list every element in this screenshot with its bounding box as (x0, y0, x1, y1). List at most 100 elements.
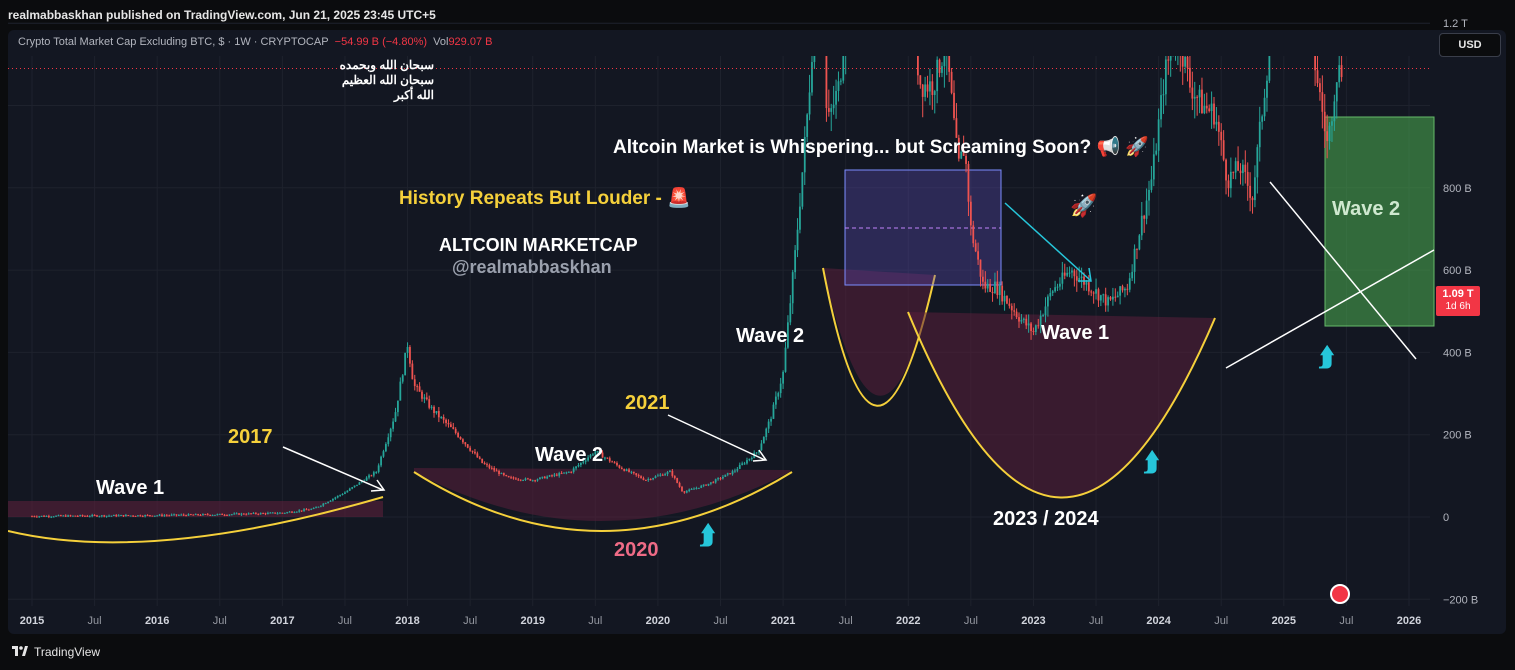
candle-body (59, 515, 62, 517)
candle-body (476, 453, 479, 458)
candle-body (93, 515, 96, 517)
x-tick-label: Jul (1214, 615, 1228, 627)
up-arrow-icon-2025: ⮭ (1319, 342, 1335, 372)
candle-body (1222, 140, 1225, 160)
candle-body (322, 503, 325, 506)
candle-body (931, 81, 934, 95)
current-price-tag: 1.09 T 1d 6h (1436, 286, 1480, 316)
candle-body (267, 512, 269, 514)
candle-body (717, 478, 719, 480)
candle-body (996, 281, 999, 296)
candle-body (96, 515, 98, 517)
candle-body (794, 250, 797, 273)
candle-body (327, 501, 330, 504)
candle-body (594, 451, 597, 455)
symbol-name[interactable]: Crypto Total Market Cap Excluding BTC, $… (18, 36, 329, 48)
candle-body (192, 514, 195, 516)
volume-value: 929.07 B (448, 36, 493, 48)
candle-body (977, 251, 979, 260)
candle-body (946, 40, 948, 55)
candle-body (74, 515, 77, 517)
candle-body (611, 461, 614, 463)
x-tick-label: 2023 (1021, 615, 1045, 627)
candle-body (1266, 80, 1268, 98)
candle-body (683, 491, 686, 493)
candle-body (1340, 65, 1343, 78)
candle-body (529, 478, 532, 481)
candle-body (827, 108, 830, 112)
x-tick-label: 2017 (270, 615, 294, 627)
candle-body (991, 291, 994, 294)
x-tick-label: Jul (964, 615, 978, 627)
candle-body (421, 391, 423, 399)
candle-body (921, 84, 924, 97)
candle-body (161, 514, 163, 516)
candle-body (1071, 270, 1073, 273)
candle-body (915, 38, 917, 41)
tradingview-logo[interactable]: TradingView (12, 645, 100, 659)
candle-body (1010, 305, 1013, 311)
candle-body (702, 484, 705, 486)
candle-body (1184, 56, 1187, 67)
candle-body (1189, 67, 1191, 88)
candle-body (319, 505, 322, 507)
currency-button[interactable]: USD (1439, 33, 1501, 57)
candle-body (1241, 164, 1244, 174)
candle-body (440, 417, 443, 419)
candle-body (377, 465, 380, 472)
candle-body (910, 10, 912, 17)
candle-body (1075, 276, 1078, 281)
chart-pane[interactable] (8, 30, 1506, 634)
candle-body (315, 507, 317, 509)
candle-body (293, 512, 296, 514)
candle-body (57, 515, 60, 517)
candle-body (1131, 271, 1134, 279)
candle-body (524, 478, 527, 481)
candle-body (748, 458, 751, 461)
candle-body (129, 515, 132, 517)
down-pointer-line (1004, 202, 1091, 281)
candle-body (170, 514, 173, 516)
candle-body (803, 136, 806, 173)
candle-body (1107, 297, 1109, 306)
candle-body (216, 514, 219, 516)
candle-body (517, 479, 520, 481)
candle-body (264, 513, 267, 515)
candle-body (406, 347, 409, 353)
x-tick-label: Jul (713, 615, 727, 627)
candle-body (1215, 121, 1218, 125)
candle-body (618, 465, 621, 468)
x-axis: 2015 Jul 2016 Jul 2017 Jul 2018 Jul 2019 Jul 2020 J… (20, 615, 1421, 627)
wave1-left-band (8, 501, 383, 517)
candle-body (493, 468, 496, 471)
wave2-right-label: Wave 2 (1332, 198, 1401, 220)
candle-body (360, 481, 363, 483)
candle-body (250, 513, 252, 515)
us-flag-icon[interactable] (1330, 584, 1350, 604)
candle-body (1015, 311, 1018, 318)
candle-body (965, 155, 967, 164)
candle-body (531, 480, 534, 482)
candle-body (779, 383, 782, 394)
candle-body (839, 80, 842, 82)
candle-body (577, 464, 580, 467)
candle-body (283, 512, 286, 514)
candle-body (697, 487, 700, 489)
candle-body (1191, 87, 1194, 99)
candle-body (592, 454, 594, 456)
candle-body (105, 515, 108, 517)
symbol-legend[interactable]: Crypto Total Market Cap Excluding BTC, $… (18, 36, 492, 48)
candle-body (55, 515, 57, 517)
y-tick-label: 1.2 T (1443, 18, 1468, 30)
candle-body (714, 479, 717, 483)
candle-body (770, 418, 772, 422)
candle-body (1006, 295, 1008, 304)
candle-body (67, 515, 70, 517)
candle-body (1196, 96, 1199, 98)
candle-body (245, 514, 248, 516)
y-tick-label: −200 B (1443, 594, 1478, 606)
x-tick-label: 2020 (646, 615, 670, 627)
candle-body (469, 447, 472, 451)
candle-body (905, 0, 907, 5)
